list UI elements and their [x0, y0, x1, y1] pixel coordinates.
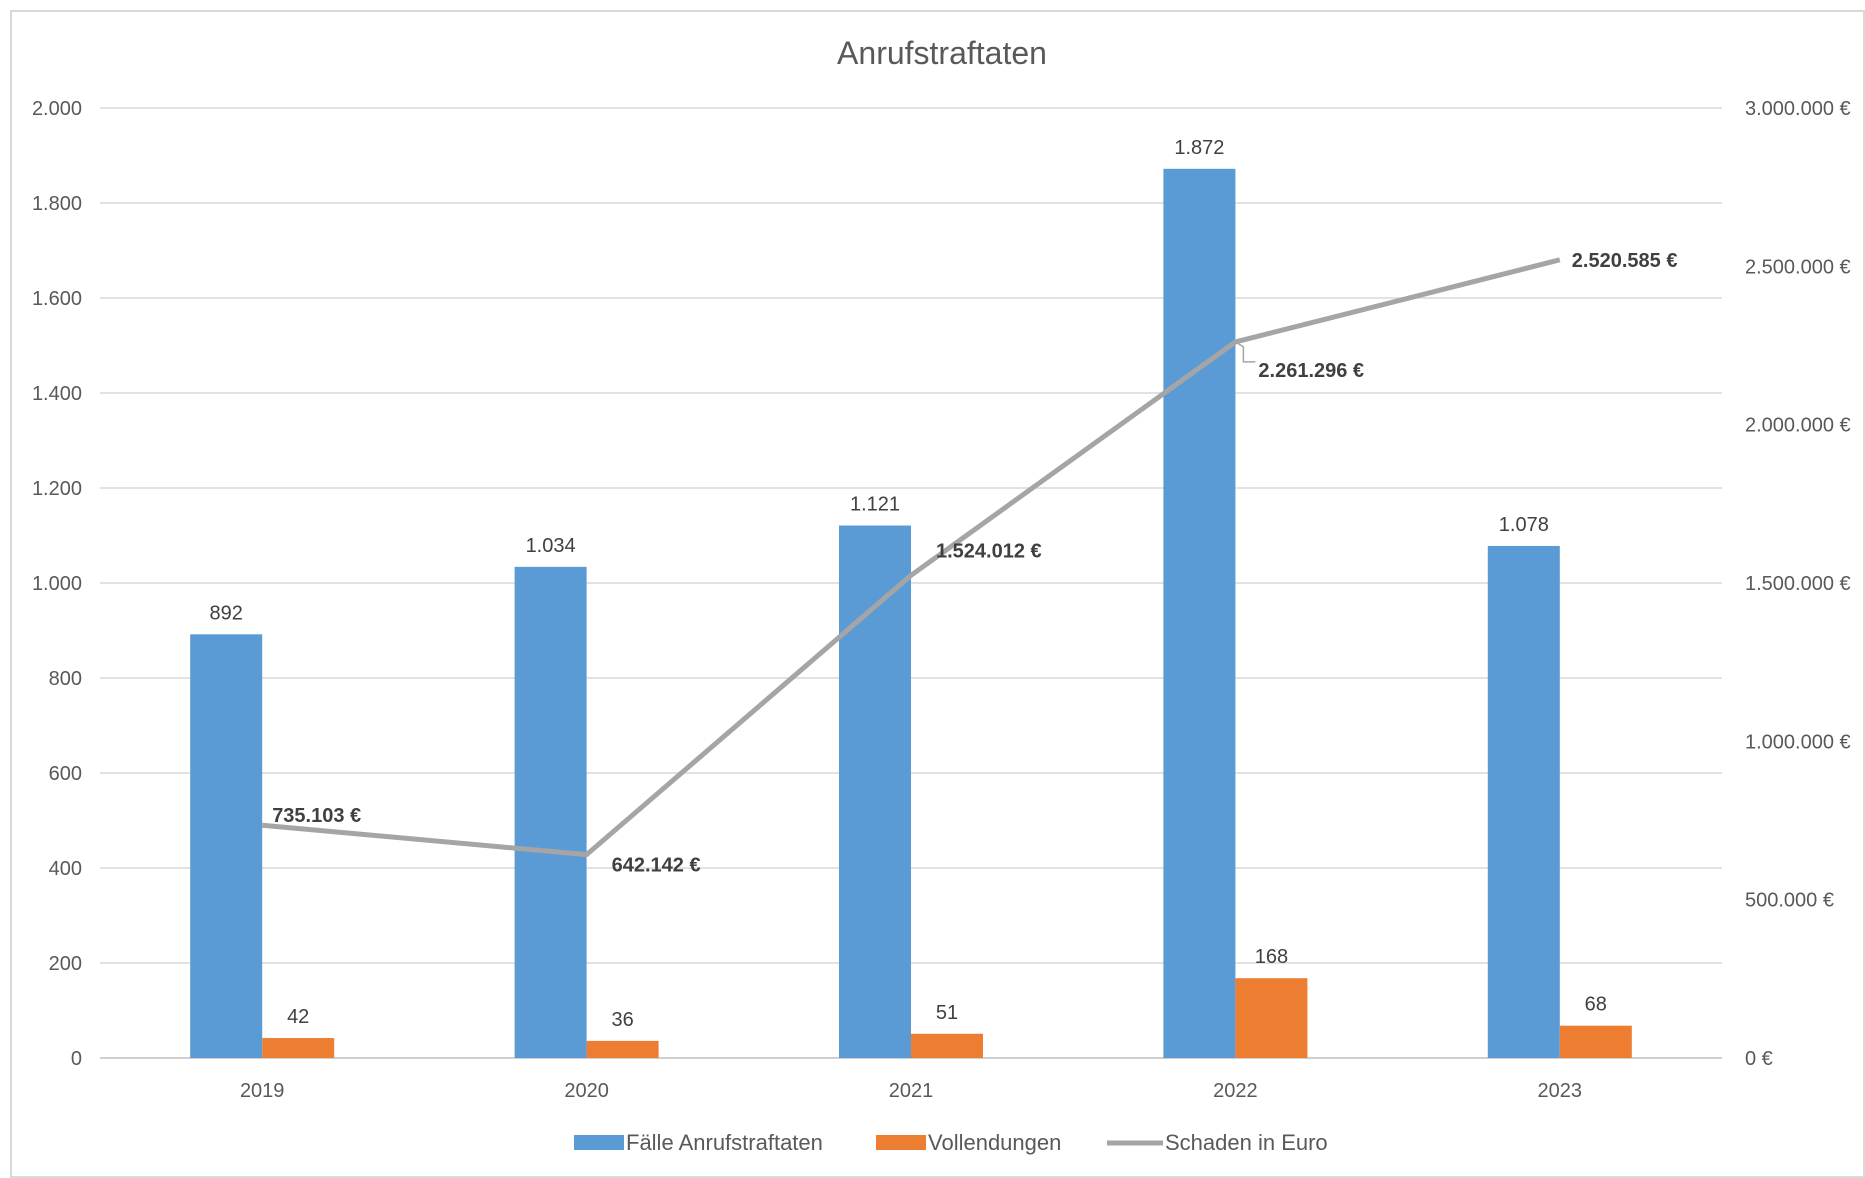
bar-data-label: 1.034 — [526, 535, 576, 557]
y-left-tick-label: 1.400 — [32, 383, 82, 405]
bar-vollendungen — [586, 1040, 659, 1058]
y-right-tick-label: 500.000 € — [1745, 890, 1834, 912]
y-left-tick-label: 1.600 — [32, 288, 82, 310]
bar-vollendungen — [262, 1038, 335, 1058]
x-tick-label: 2023 — [1538, 1080, 1583, 1102]
y-right-tick-label: 2.000.000 € — [1745, 415, 1851, 437]
y-left-tick-label: 400 — [49, 858, 82, 880]
bar-vollendungen — [911, 1033, 983, 1058]
line-data-label: 735.103 € — [272, 805, 361, 827]
legend-vollendungen-swatch — [876, 1135, 926, 1150]
line-data-label: 642.142 € — [612, 855, 701, 877]
y-right-tick-label: 1.500.000 € — [1745, 573, 1851, 595]
y-right-tick-label: 2.500.000 € — [1745, 256, 1851, 278]
x-tick-label: 2021 — [889, 1080, 934, 1102]
line-schaden — [261, 257, 1561, 858]
line-data-label: 1.524.012 € — [936, 540, 1042, 562]
y-left-tick-label: 1.200 — [32, 478, 82, 500]
y-left-tick-label: 800 — [49, 668, 82, 690]
bar-data-label: 42 — [287, 1006, 309, 1028]
bar-faelle — [190, 634, 263, 1058]
legend-faelle-label: Fälle Anrufstraftaten — [626, 1130, 823, 1155]
line-data-label: 2.520.585 € — [1572, 250, 1678, 272]
bar-data-label: 1.078 — [1499, 514, 1549, 536]
bar-data-label: 68 — [1585, 994, 1607, 1016]
legend-schaden-label: Schaden in Euro — [1165, 1130, 1328, 1155]
bar-vollendungen — [1559, 1025, 1632, 1058]
legend-vollendungen-label: Vollendungen — [928, 1130, 1061, 1155]
x-tick-label: 2019 — [240, 1080, 285, 1102]
bar-faelle — [839, 525, 911, 1058]
bar-data-label: 892 — [210, 602, 243, 624]
leader-line — [1235, 341, 1256, 363]
bar-faelle — [1163, 168, 1236, 1059]
bar-data-label: 36 — [611, 1009, 633, 1031]
bar-data-label: 51 — [936, 1002, 958, 1024]
chart-title: Anrufstraftaten — [837, 35, 1047, 71]
legend-faelle-swatch — [574, 1135, 624, 1150]
x-tick-label: 2022 — [1213, 1080, 1258, 1102]
x-tick-label: 2020 — [564, 1080, 609, 1102]
y-left-tick-label: 1.000 — [32, 573, 82, 595]
bar-faelle — [1487, 545, 1560, 1058]
bar-data-label: 1.121 — [850, 494, 900, 516]
bar-data-label: 168 — [1255, 946, 1288, 968]
bar-vollendungen — [1235, 978, 1308, 1058]
line-data-label: 2.261.296 € — [1258, 360, 1364, 382]
y-left-tick-label: 0 — [71, 1048, 82, 1070]
y-right-tick-label: 1.000.000 € — [1745, 731, 1851, 753]
y-left-tick-label: 1.800 — [32, 193, 82, 215]
y-left-tick-label: 2.000 — [32, 98, 82, 120]
y-left-tick-label: 600 — [49, 763, 82, 785]
y-right-tick-label: 0 € — [1745, 1048, 1773, 1070]
y-left-tick-label: 200 — [49, 953, 82, 975]
bar-data-label: 1.872 — [1174, 137, 1224, 159]
bar-faelle — [514, 566, 587, 1058]
y-right-tick-label: 3.000.000 € — [1745, 98, 1851, 120]
